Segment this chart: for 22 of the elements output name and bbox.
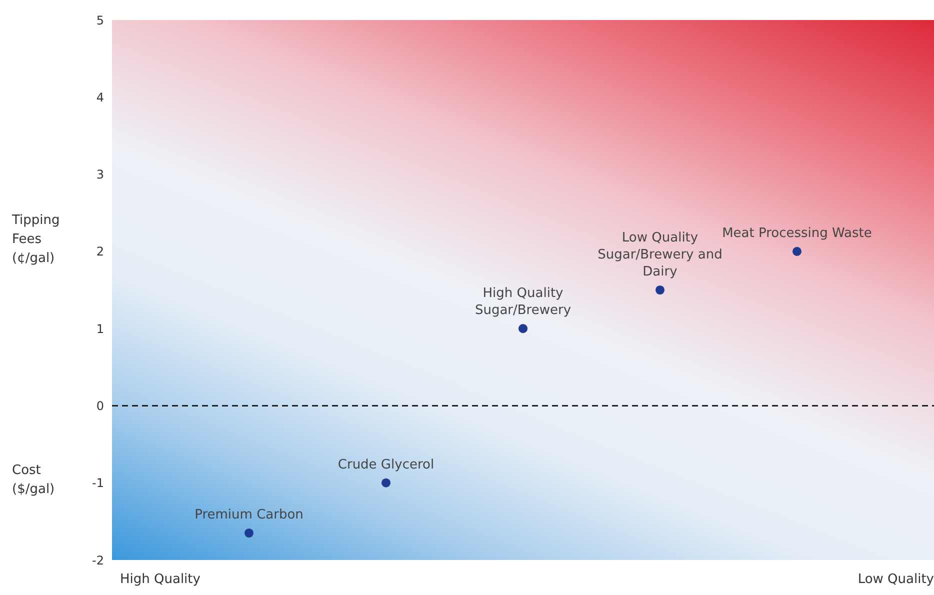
y-tick-label: 4 xyxy=(96,90,104,104)
series-label: Premium Carbon xyxy=(194,507,304,522)
text: High Quality xyxy=(120,572,200,587)
y-tick-label: 1 xyxy=(96,322,104,336)
y-tick-label: 3 xyxy=(96,168,104,182)
point xyxy=(792,246,802,256)
point xyxy=(518,324,528,334)
y-tick-label: 2 xyxy=(96,244,104,259)
series-label: High Quality Sugar/Brewery xyxy=(474,286,572,318)
text: Cost ($/gal) xyxy=(12,462,56,499)
point xyxy=(381,478,391,488)
point xyxy=(244,528,254,538)
series-label: Meat Processing Waste xyxy=(722,226,872,241)
text: Low Quality xyxy=(858,572,934,587)
y-tick-label: 5 xyxy=(96,13,104,28)
text: Low Quality Sugar/Brewery and Dairy xyxy=(598,230,722,280)
series-label: Crude Glycerol xyxy=(338,457,434,472)
y-tick-label: -1 xyxy=(92,476,104,490)
text: Tipping Fees (¢/gal) xyxy=(12,212,61,268)
y-tick-label: 0 xyxy=(96,398,104,413)
y-tick-label: -2 xyxy=(92,553,104,568)
point xyxy=(655,285,665,295)
